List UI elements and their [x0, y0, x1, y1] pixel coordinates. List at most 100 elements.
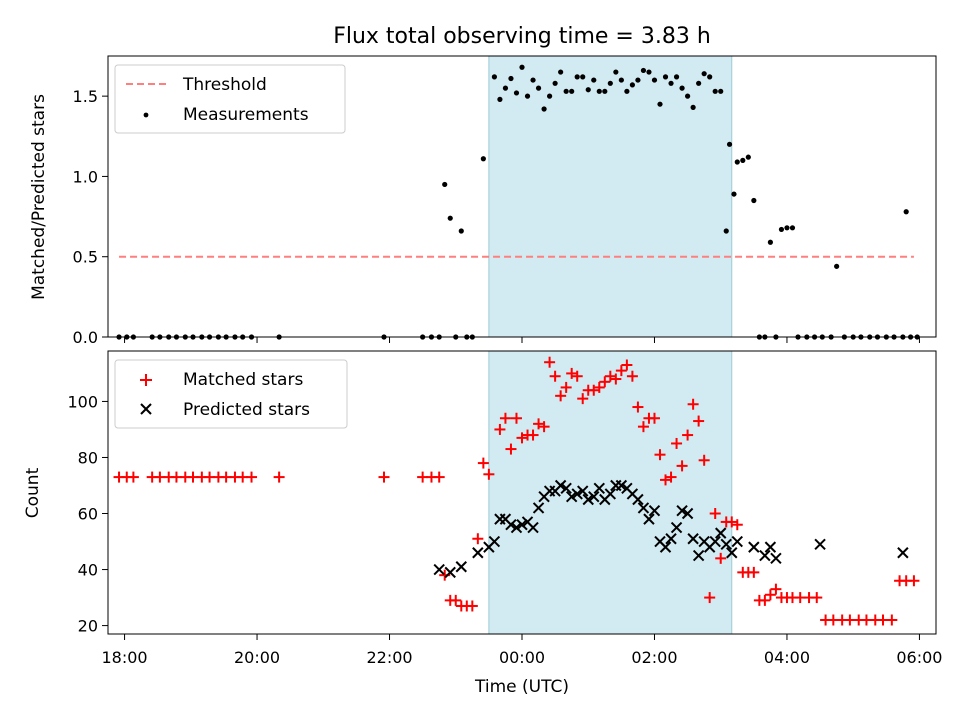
matched-star-point: [726, 516, 738, 528]
matched-star-point: [632, 401, 644, 413]
measurement-point: [778, 226, 785, 233]
measurement-point: [662, 74, 669, 80]
bottom-panel: 20 40 60 80 100 18:00 20:00 22:00 00:00 02:00 04:…: [23, 350, 942, 697]
predicted-star-point: [676, 505, 688, 517]
matched-star-point: [693, 415, 705, 427]
bottom-x-tick-label: 18:00: [102, 648, 148, 667]
top-y-tick-label: 1.5: [73, 87, 98, 106]
predicted-star-point: [505, 519, 517, 531]
predicted-star-point: [588, 490, 600, 503]
predicted-star-point: [455, 561, 467, 573]
bottom-legend-box: [114, 359, 348, 429]
matched-star-point: [499, 412, 511, 424]
matched-star-point: [709, 508, 721, 520]
measurement-point: [574, 74, 580, 80]
bottom-y-tick-label: 60: [78, 505, 98, 524]
measurement-point: [718, 88, 724, 94]
matched-star-point: [908, 575, 920, 587]
predicted-star-point: [593, 482, 605, 495]
predicted-star-point: [615, 479, 628, 492]
predicted-star-point: [764, 541, 777, 553]
top-legend: Threshold Measurements: [114, 64, 346, 134]
predicted-star-point: [659, 541, 672, 553]
top-x-ticks: [124, 337, 920, 343]
measurement-point: [580, 74, 586, 80]
measurement-point: [651, 77, 658, 83]
top-y-tick-label: 1.0: [73, 167, 98, 186]
matched-star-point: [704, 592, 716, 604]
matched-star-point: [483, 468, 495, 480]
predicted-star-point: [670, 521, 683, 534]
measurement-point: [789, 225, 796, 231]
matched-star-point: [811, 592, 823, 604]
matched-star-point: [477, 457, 489, 469]
bottom-x-ticks: 18:00 20:00 22:00 00:00 02:00 04:00 06:00: [102, 634, 942, 667]
measurement-point: [734, 159, 740, 165]
measurement-point: [784, 225, 790, 231]
top-title: Flux total observing time = 3.83 h: [333, 24, 711, 49]
matched-star-point: [472, 533, 484, 545]
matched-star-point: [599, 376, 611, 388]
predicted-star-point: [709, 535, 721, 548]
measurement-point: [646, 69, 652, 75]
measurement-point: [629, 82, 636, 88]
measurement-point: [569, 88, 575, 94]
measurement-point: [591, 77, 597, 83]
predicted-star-point: [433, 563, 445, 576]
predicted-star-point: [897, 547, 909, 559]
matched-stars-legend-label: Matched stars: [183, 370, 303, 390]
matched-star-point: [759, 594, 771, 606]
matched-star-point: [577, 393, 589, 405]
measurement-point: [707, 74, 713, 80]
matched-star-point: [637, 421, 649, 433]
bottom-x-tick-label: 06:00: [896, 648, 942, 667]
matched-star-point: [571, 370, 583, 382]
bottom-x-tick-label: 04:00: [764, 648, 810, 667]
measurement-point: [767, 239, 774, 245]
measurement-point: [640, 67, 647, 74]
measurement-point: [442, 181, 448, 188]
matched-star-point: [555, 390, 567, 402]
matched-star-point: [687, 398, 699, 410]
measurement-point: [502, 85, 509, 91]
matched-star-point: [665, 471, 677, 483]
predicted-star-point: [648, 505, 661, 517]
measurement-point: [701, 71, 707, 77]
matched-star-point: [433, 471, 445, 483]
matched-star-point: [698, 454, 710, 466]
bottom-x-tick-label: 22:00: [366, 648, 412, 667]
measurement-point: [552, 80, 558, 86]
measurement-point: [745, 154, 751, 160]
predicted-star-point: [577, 485, 589, 497]
measurement-point: [480, 156, 486, 162]
measurement-point: [497, 96, 503, 102]
matched-star-point: [770, 583, 782, 595]
matched-star-point: [715, 552, 727, 564]
predicted-star-point: [527, 521, 539, 534]
predicted-star-point: [726, 547, 738, 559]
measurement-point: [751, 197, 757, 204]
matched-star-point: [593, 381, 605, 393]
matched-star-point: [748, 566, 760, 578]
measurement-point: [731, 191, 737, 197]
matched-star-point: [604, 370, 616, 382]
predicted-stars-legend-swatch: [140, 403, 152, 415]
predicted-star-point: [472, 547, 484, 559]
measurement-point: [524, 93, 531, 99]
measurement-point: [547, 93, 553, 99]
bottom-y-tick-label: 100: [67, 392, 98, 411]
matched-star-point: [886, 614, 898, 626]
measurement-point: [624, 88, 630, 94]
matched-star-point: [549, 370, 561, 382]
bottom-x-tick-label: 00:00: [499, 648, 545, 667]
matched-star-point: [648, 412, 660, 424]
predicted-star-point: [681, 507, 694, 520]
matched-star-point: [764, 589, 776, 601]
measurement-point: [740, 157, 746, 163]
measurement-point: [519, 64, 525, 70]
matched-star-point: [273, 471, 285, 483]
matched-star-point: [544, 356, 556, 368]
threshold-legend-label: Threshold: [182, 75, 267, 95]
measurement-point: [712, 88, 718, 94]
